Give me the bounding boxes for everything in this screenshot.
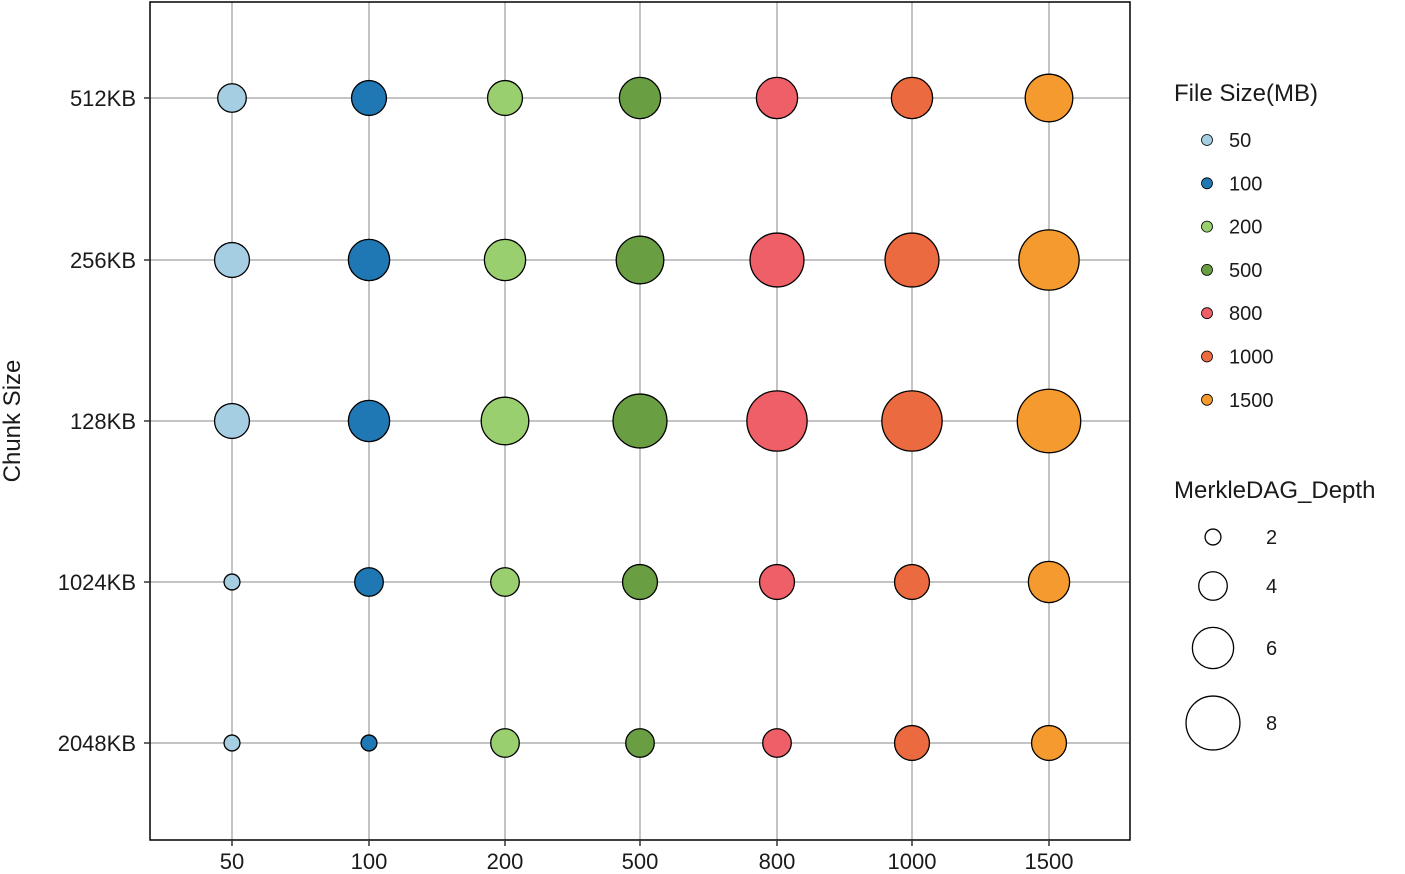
size-legend-title: MerkleDAG_Depth — [1174, 477, 1375, 504]
data-point — [618, 76, 662, 120]
data-point — [486, 79, 524, 117]
data-point — [223, 734, 241, 752]
color-legend-key — [1201, 393, 1213, 406]
data-point — [1024, 73, 1074, 123]
y-axis-title: Chunk Size — [0, 360, 26, 483]
x-tick-label: 50 — [220, 849, 244, 874]
data-point — [480, 396, 530, 446]
y-tick-label: 128KB — [70, 409, 136, 434]
color-legend-label: 100 — [1229, 173, 1262, 195]
data-point — [223, 573, 241, 591]
data-point — [749, 232, 805, 288]
color-legend-key — [1201, 307, 1213, 320]
color-legend: 50 100 200 500 800 1000 1500 — [1201, 130, 1274, 412]
color-legend-label: 800 — [1229, 303, 1262, 325]
y-tick-label: 512KB — [70, 86, 136, 111]
size-legend-label: 2 — [1266, 527, 1277, 549]
axis-ticks — [144, 97, 1050, 846]
data-point — [1016, 388, 1082, 454]
size-legend-label: 8 — [1266, 713, 1277, 735]
data-point — [483, 238, 527, 282]
y-tick-label: 2048KB — [58, 731, 136, 756]
x-tick-label: 800 — [759, 849, 796, 874]
data-point — [490, 728, 520, 758]
size-legend-label: 6 — [1266, 638, 1277, 660]
data-point — [884, 232, 940, 288]
size-legend-key — [1198, 571, 1228, 601]
data-point — [893, 563, 931, 601]
data-point — [758, 563, 796, 601]
y-tick-label: 1024KB — [58, 570, 136, 595]
color-legend-key — [1201, 263, 1213, 276]
color-legend-label: 1500 — [1229, 390, 1274, 412]
color-legend-label: 50 — [1229, 130, 1251, 152]
data-point — [621, 563, 659, 601]
size-legend-key — [1185, 695, 1241, 751]
data-point — [354, 567, 384, 597]
y-tick-labels: 512KB 256KB 128KB 1024KB 2048KB — [58, 86, 136, 756]
size-legend-key — [1204, 528, 1222, 546]
x-tick-labels: 50 100 200 500 800 1000 1500 — [220, 849, 1074, 874]
data-point — [746, 390, 808, 452]
x-tick-label: 500 — [622, 849, 659, 874]
data-point — [890, 76, 934, 120]
x-tick-label: 100 — [351, 849, 388, 874]
color-legend-title: File Size(MB) — [1174, 80, 1318, 107]
color-legend-key — [1201, 220, 1213, 233]
y-tick-label: 256KB — [70, 248, 136, 273]
x-tick-label: 1000 — [888, 849, 937, 874]
data-point — [350, 79, 388, 117]
data-point — [755, 76, 799, 120]
color-legend-label: 200 — [1229, 217, 1262, 239]
data-point — [213, 402, 251, 440]
data-point — [1027, 560, 1071, 604]
data-point — [625, 728, 655, 758]
color-legend-key — [1201, 350, 1213, 363]
data-point — [615, 235, 665, 285]
size-legend: 2 4 6 8 — [1185, 527, 1277, 751]
size-legend-label: 4 — [1266, 576, 1277, 598]
data-point — [213, 241, 251, 279]
data-point — [347, 238, 391, 282]
data-point — [490, 567, 520, 597]
data-point — [1018, 229, 1080, 291]
size-legend-key — [1191, 626, 1235, 670]
data-point — [1030, 724, 1068, 762]
data-point — [360, 734, 378, 752]
color-legend-label: 500 — [1229, 260, 1262, 282]
color-legend-label: 1000 — [1229, 347, 1274, 369]
data-points — [213, 73, 1082, 762]
data-point — [762, 728, 792, 758]
x-tick-label: 200 — [487, 849, 524, 874]
data-point — [893, 724, 931, 762]
x-tick-label: 1500 — [1025, 849, 1074, 874]
color-legend-key — [1201, 177, 1213, 190]
data-point — [217, 83, 247, 113]
data-point — [881, 390, 943, 452]
data-point — [347, 399, 391, 443]
data-point — [612, 393, 668, 449]
color-legend-key — [1201, 134, 1213, 146]
